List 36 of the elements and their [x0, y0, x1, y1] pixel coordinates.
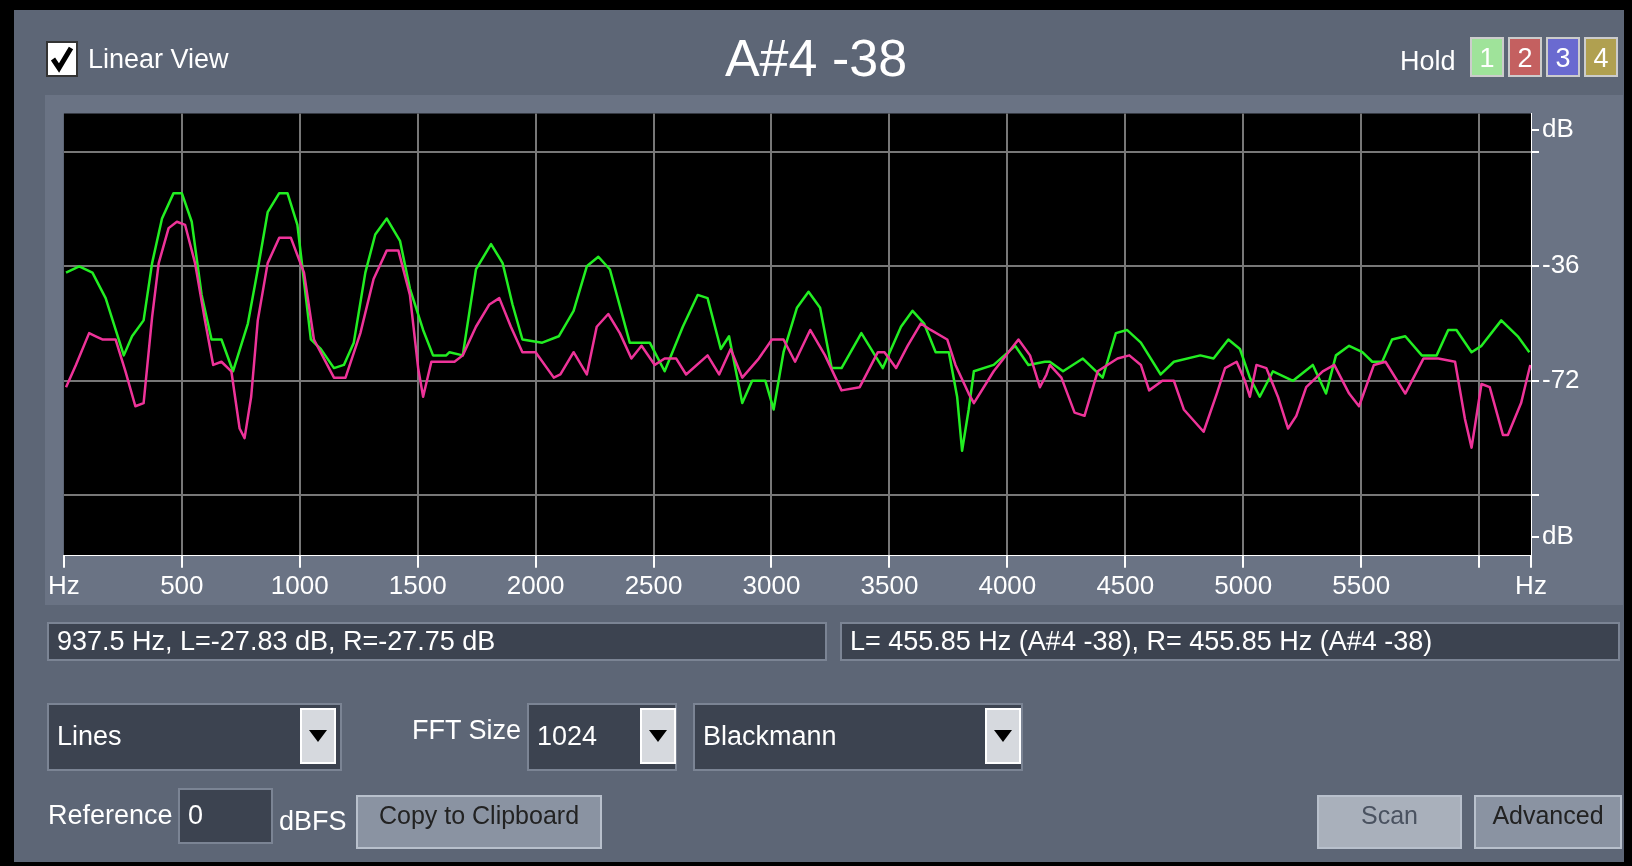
x-tick-label: 5000 [1214, 569, 1273, 600]
y-tick-label: dB [1542, 112, 1574, 143]
text: 4 [1584, 37, 1618, 77]
x-tick-label: 1000 [270, 569, 329, 600]
text: L= 455.85 Hz (A#4 -38), R= 455.85 Hz (A#4 -38) [840, 622, 1620, 661]
x-tick-label: 2000 [506, 569, 565, 600]
x-tick-label: 4000 [978, 569, 1037, 600]
text: dBFS [279, 806, 347, 837]
x-tick-label: 3000 [742, 569, 801, 600]
x-tick-label: 1500 [388, 569, 447, 600]
x-tick-label: 4500 [1096, 569, 1155, 600]
y-tick-label: -36 [1542, 249, 1580, 280]
text: Copy to Clipboard [356, 795, 602, 849]
x-tick-label: 3500 [860, 569, 919, 600]
x-tick-label: 2500 [624, 569, 683, 600]
text: Blackmann [693, 703, 1023, 771]
text: 937.5 Hz, L=-27.83 dB, R=-27.75 dB [47, 622, 827, 661]
x-tick-label: Hz [48, 569, 80, 600]
text: Advanced [1474, 795, 1622, 849]
x-tick-label: Hz [1515, 569, 1547, 600]
text: Hold [1400, 46, 1456, 77]
text: 1024 [527, 703, 677, 771]
text: 0 [178, 788, 273, 844]
text: FFT Size [412, 715, 522, 746]
x-tick-label: 500 [160, 569, 204, 600]
text: 1 [1470, 37, 1504, 77]
x-tick-label: 5500 [1332, 569, 1391, 600]
text: 2 [1508, 37, 1542, 77]
y-tick-label: -72 [1542, 364, 1580, 394]
text: Linear View [88, 44, 229, 75]
y-tick-label: dB [1542, 519, 1574, 550]
text: Scan [1317, 795, 1462, 849]
text: 3 [1546, 37, 1580, 77]
text: Lines [47, 703, 342, 771]
chart-title: A#4 -38 [724, 29, 908, 87]
text: Reference [48, 800, 173, 831]
